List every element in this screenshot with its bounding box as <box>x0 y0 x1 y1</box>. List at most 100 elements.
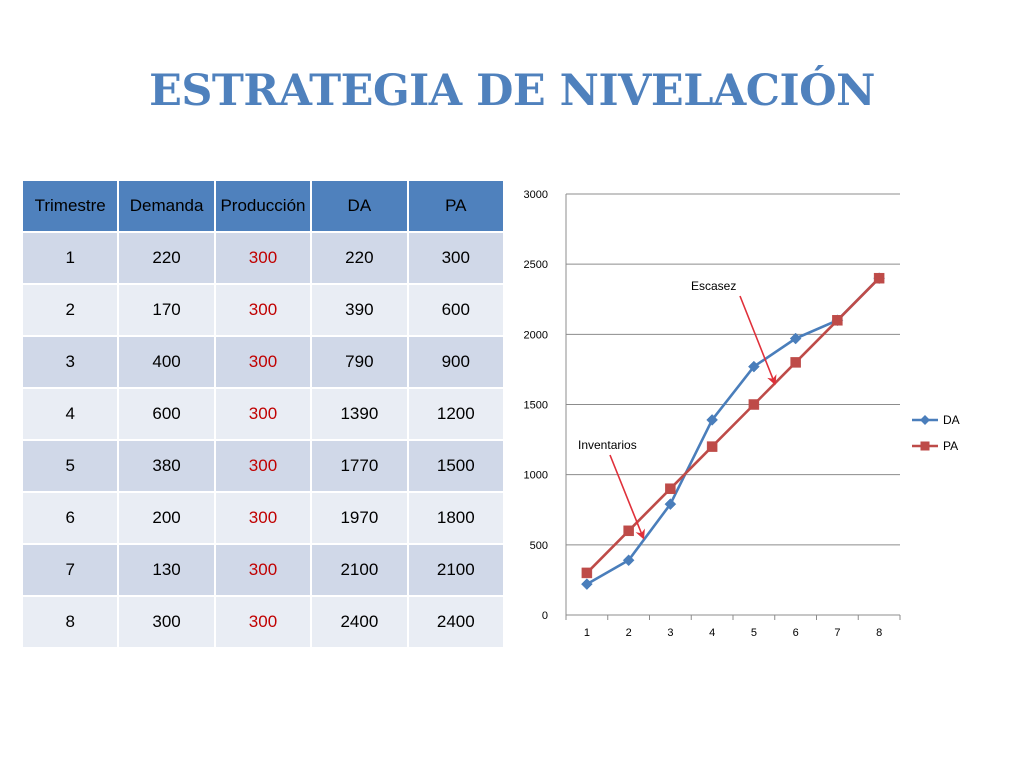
cell-trimestre: 8 <box>20 595 120 649</box>
annotations: Escasez Inventarios <box>578 279 777 540</box>
x-tick-label: 5 <box>751 627 757 639</box>
data-point-pa <box>790 357 801 368</box>
table-row: 6 200 300 1970 1800 <box>20 491 506 545</box>
data-point-pa <box>748 399 760 410</box>
data-point-pa <box>665 483 676 494</box>
cell-da: 1770 <box>310 439 409 493</box>
y-tick-label: 1000 <box>524 470 548 482</box>
cell-demanda: 400 <box>117 335 216 389</box>
annotation-arrow <box>739 295 777 386</box>
x-tick-label: 4 <box>709 627 715 639</box>
cell-da: 790 <box>310 335 409 389</box>
cell-pa: 1200 <box>406 387 506 441</box>
table-body: 1 220 300 220 300 2 170 300 390 600 3 400 300 790 900 4… <box>20 231 506 649</box>
x-tick-label: 7 <box>834 627 840 639</box>
cell-demanda: 600 <box>117 387 216 441</box>
table-row: 2 170 300 390 600 <box>20 283 506 337</box>
data-point-da <box>748 360 760 373</box>
annotation-label: Inventarios <box>578 438 637 452</box>
legend-label-pa: PA <box>943 439 958 453</box>
cell-da: 390 <box>310 283 409 337</box>
data-point-pa <box>706 441 718 452</box>
data-point-da <box>706 414 718 426</box>
series <box>581 272 885 590</box>
table-row: 1 220 300 220 300 <box>20 231 506 285</box>
y-tick-label: 3000 <box>524 189 548 201</box>
cell-pa: 300 <box>406 231 506 285</box>
table-row: 8 300 300 2400 2400 <box>20 595 506 649</box>
table-header-row: Trimestre Demanda Producción DA PA <box>20 179 506 233</box>
y-tick-label: 2500 <box>524 259 548 271</box>
cell-da: 2100 <box>310 543 409 597</box>
header-produccion: Producción <box>213 179 313 233</box>
table-row: 5 380 300 1770 1500 <box>20 439 506 493</box>
legend-marker-pa <box>920 441 930 451</box>
cell-pa: 2100 <box>406 543 506 597</box>
table-row: 4 600 300 1390 1200 <box>20 387 506 441</box>
cell-pa: 900 <box>406 335 506 389</box>
cell-produccion: 300 <box>213 231 313 285</box>
cell-trimestre: 4 <box>20 387 120 441</box>
cell-trimestre: 1 <box>20 231 120 285</box>
y-tick-label: 2000 <box>524 329 548 341</box>
header-pa: PA <box>406 179 506 233</box>
x-tick-label: 1 <box>584 627 590 639</box>
cell-pa: 1800 <box>406 491 506 545</box>
data-point-da <box>622 554 635 567</box>
table-row: 3 400 300 790 900 <box>20 335 506 389</box>
header-da: DA <box>310 179 409 233</box>
legend-marker-da <box>920 415 930 425</box>
cell-trimestre: 6 <box>20 491 120 545</box>
y-tick-label: 0 <box>542 610 548 622</box>
series-line-pa <box>585 277 881 574</box>
cell-da: 220 <box>310 231 409 285</box>
header-trimestre: Trimestre <box>20 179 120 233</box>
axes: 0 500 1000 1500 2000 2500 3000 1 2 3 4 5 6 7 8 <box>524 189 901 639</box>
cell-pa: 1500 <box>406 439 506 493</box>
header-demanda: Demanda <box>117 179 216 233</box>
cell-pa: 2400 <box>406 595 506 649</box>
cell-trimestre: 5 <box>20 439 120 493</box>
data-point-pa <box>623 525 634 537</box>
cell-da: 2400 <box>310 595 409 649</box>
x-tick-label: 6 <box>793 627 799 639</box>
legend-label-da: DA <box>943 413 960 427</box>
cell-da: 1970 <box>310 491 409 545</box>
line-chart: 0 500 1000 1500 2000 2500 3000 1 2 3 4 5 6 7 8 Escasez… <box>524 189 960 639</box>
annotation-label: Escasez <box>691 279 736 293</box>
x-tick-label: 8 <box>876 627 882 639</box>
cell-produccion: 300 <box>213 491 313 545</box>
data-point-da <box>789 332 802 345</box>
cell-demanda: 300 <box>117 595 216 649</box>
legend: DA PA <box>912 413 960 453</box>
cell-produccion: 300 <box>213 335 313 389</box>
slide-title: ESTRATEGIA DE NIVELACIÓN <box>149 66 875 116</box>
cell-produccion: 300 <box>213 595 313 649</box>
data-point-da <box>581 578 593 590</box>
data-point-pa <box>832 315 843 326</box>
series-line-da <box>586 277 881 586</box>
data-point-pa <box>581 567 593 579</box>
cell-trimestre: 3 <box>20 335 120 389</box>
cell-demanda: 380 <box>117 439 216 493</box>
annotation-arrow <box>609 454 645 540</box>
y-tick-label: 500 <box>530 540 548 552</box>
cell-demanda: 170 <box>117 283 216 337</box>
cell-trimestre: 2 <box>20 283 120 337</box>
cell-produccion: 300 <box>213 439 313 493</box>
table-row: 7 130 300 2100 2100 <box>20 543 506 597</box>
cell-pa: 600 <box>406 283 506 337</box>
data-table: Trimestre Demanda Producción DA PA 1 220 3… <box>20 179 506 649</box>
cell-da: 1390 <box>310 387 409 441</box>
y-tick-label: 1500 <box>524 400 548 412</box>
data-point-da <box>664 498 677 510</box>
cell-trimestre: 7 <box>20 543 120 597</box>
cell-produccion: 300 <box>213 387 313 441</box>
cell-demanda: 130 <box>117 543 216 597</box>
data-point-pa <box>873 272 885 284</box>
x-tick-label: 3 <box>667 627 673 639</box>
x-tick-label: 2 <box>626 627 632 639</box>
cell-produccion: 300 <box>213 543 313 597</box>
cell-produccion: 300 <box>213 283 313 337</box>
